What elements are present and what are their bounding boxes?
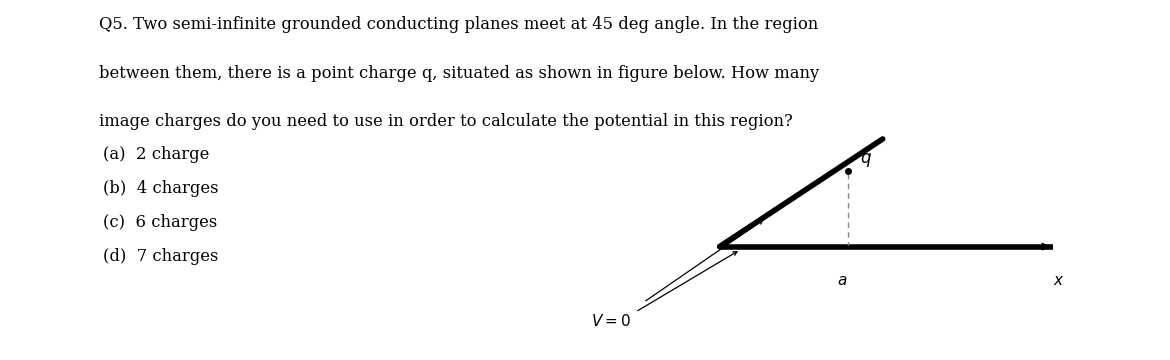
Text: $a$: $a$	[837, 274, 847, 288]
Text: (c)  6 charges: (c) 6 charges	[103, 214, 218, 231]
Text: (a)  2 charge: (a) 2 charge	[103, 146, 209, 163]
Text: between them, there is a point charge q, situated as shown in figure below. How : between them, there is a point charge q,…	[99, 65, 820, 82]
Text: Q5. Two semi-infinite grounded conducting planes meet at 45 deg angle. In the re: Q5. Two semi-infinite grounded conductin…	[99, 16, 819, 33]
Text: $x$: $x$	[1053, 274, 1065, 288]
Text: (d)  7 charges: (d) 7 charges	[103, 248, 219, 265]
Text: image charges do you need to use in order to calculate the potential in this reg: image charges do you need to use in orde…	[99, 113, 793, 130]
Text: $q$: $q$	[860, 152, 872, 170]
Text: $V=0$: $V=0$	[591, 314, 631, 329]
Text: (b)  4 charges: (b) 4 charges	[103, 180, 219, 197]
